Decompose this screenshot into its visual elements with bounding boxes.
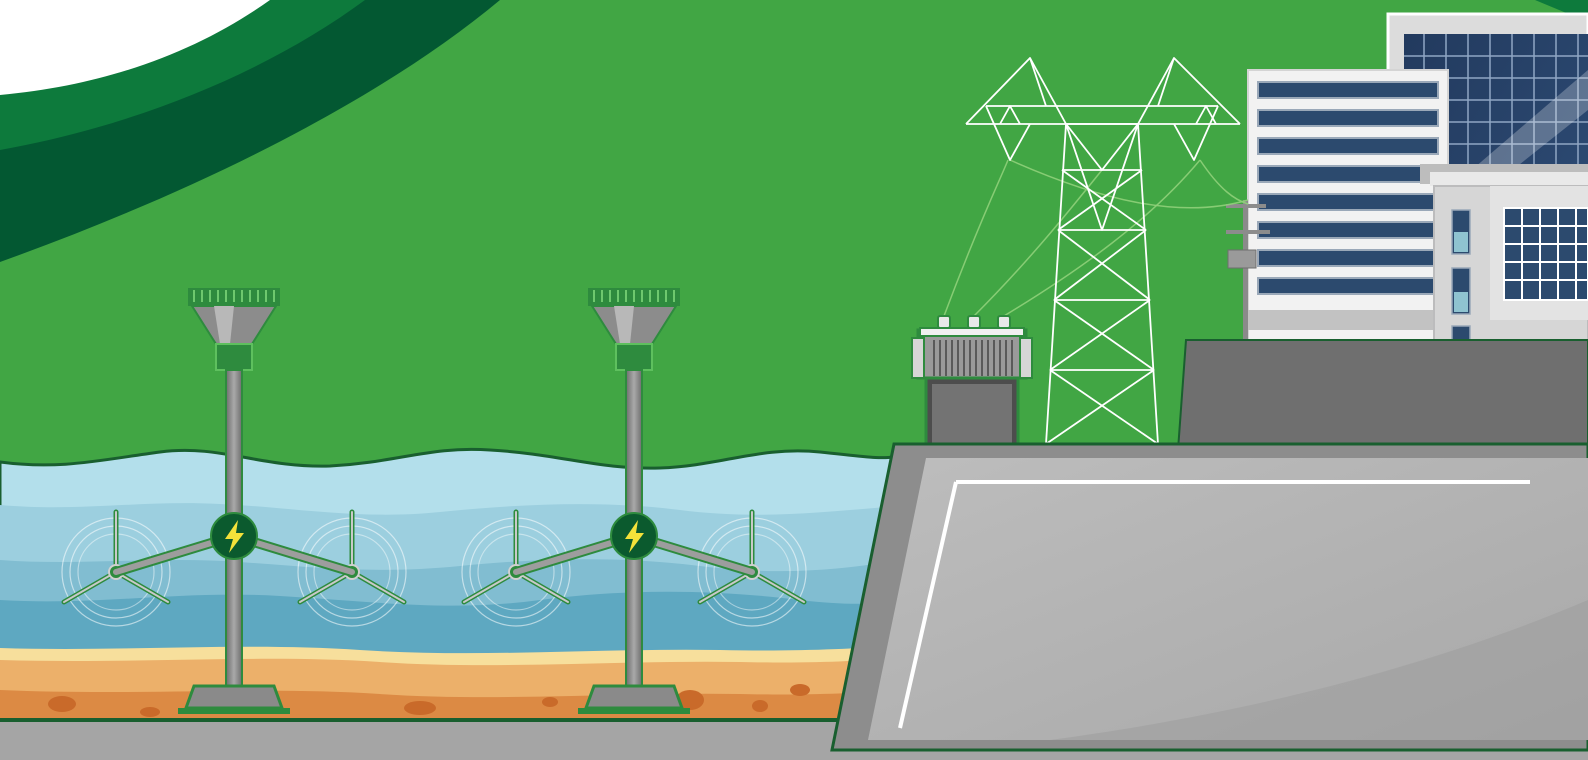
corner-swoosh xyxy=(0,0,500,262)
concrete-platform xyxy=(830,442,1588,752)
power-lines xyxy=(943,159,1249,317)
upper-platform xyxy=(1176,339,1588,451)
transmission-tower xyxy=(965,57,1241,445)
utility-pole xyxy=(1226,200,1270,342)
transformer xyxy=(911,315,1033,450)
office-building xyxy=(1247,69,1449,343)
sand-seabed xyxy=(0,646,900,725)
side-building xyxy=(1420,164,1588,343)
